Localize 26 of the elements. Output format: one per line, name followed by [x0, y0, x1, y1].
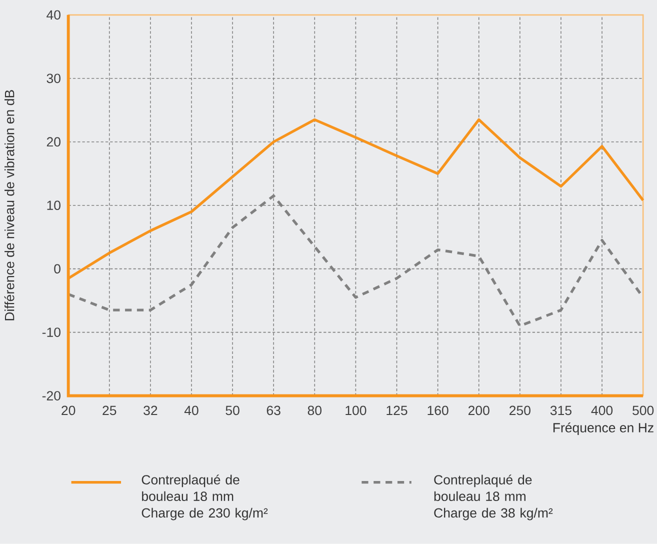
x-tick-label: 200: [468, 406, 490, 416]
x-tick-label: 20: [62, 406, 76, 416]
x-tick-label: 500: [632, 406, 654, 416]
y-axis-title: Différence de niveau de vibration en dB: [4, 90, 14, 320]
x-tick-label: 40: [184, 406, 198, 416]
legend-label: Contreplaqué de bouleau 18 mm Charge de 230 kg/m²: [142, 474, 268, 520]
x-tick-label: 160: [428, 406, 448, 416]
legend-label: Contreplaqué de bouleau 18 mm Charge de 38 kg/m²: [434, 474, 553, 520]
y-tick-label: 0: [54, 264, 60, 274]
y-tick-label: -20: [42, 391, 60, 400]
x-tick-label: 100: [346, 406, 366, 416]
y-tick-label: 40: [46, 10, 60, 20]
x-tick-label: 80: [308, 406, 322, 416]
x-tick-label: 125: [386, 406, 408, 416]
y-tick-label: 20: [46, 137, 60, 147]
x-axis-title: Fréquence en Hz: [553, 422, 654, 436]
x-tick-label: 250: [510, 406, 530, 416]
x-tick-label: 50: [226, 406, 240, 416]
x-tick-label: 32: [144, 406, 158, 416]
x-tick-label: 25: [102, 406, 116, 416]
y-tick-label: 10: [47, 200, 60, 210]
y-tick-label: -10: [42, 328, 60, 338]
x-tick-label: 315: [550, 406, 572, 416]
x-tick-label: 400: [591, 406, 613, 416]
y-tick-label: 30: [46, 74, 60, 84]
x-tick-label: 63: [266, 406, 280, 416]
